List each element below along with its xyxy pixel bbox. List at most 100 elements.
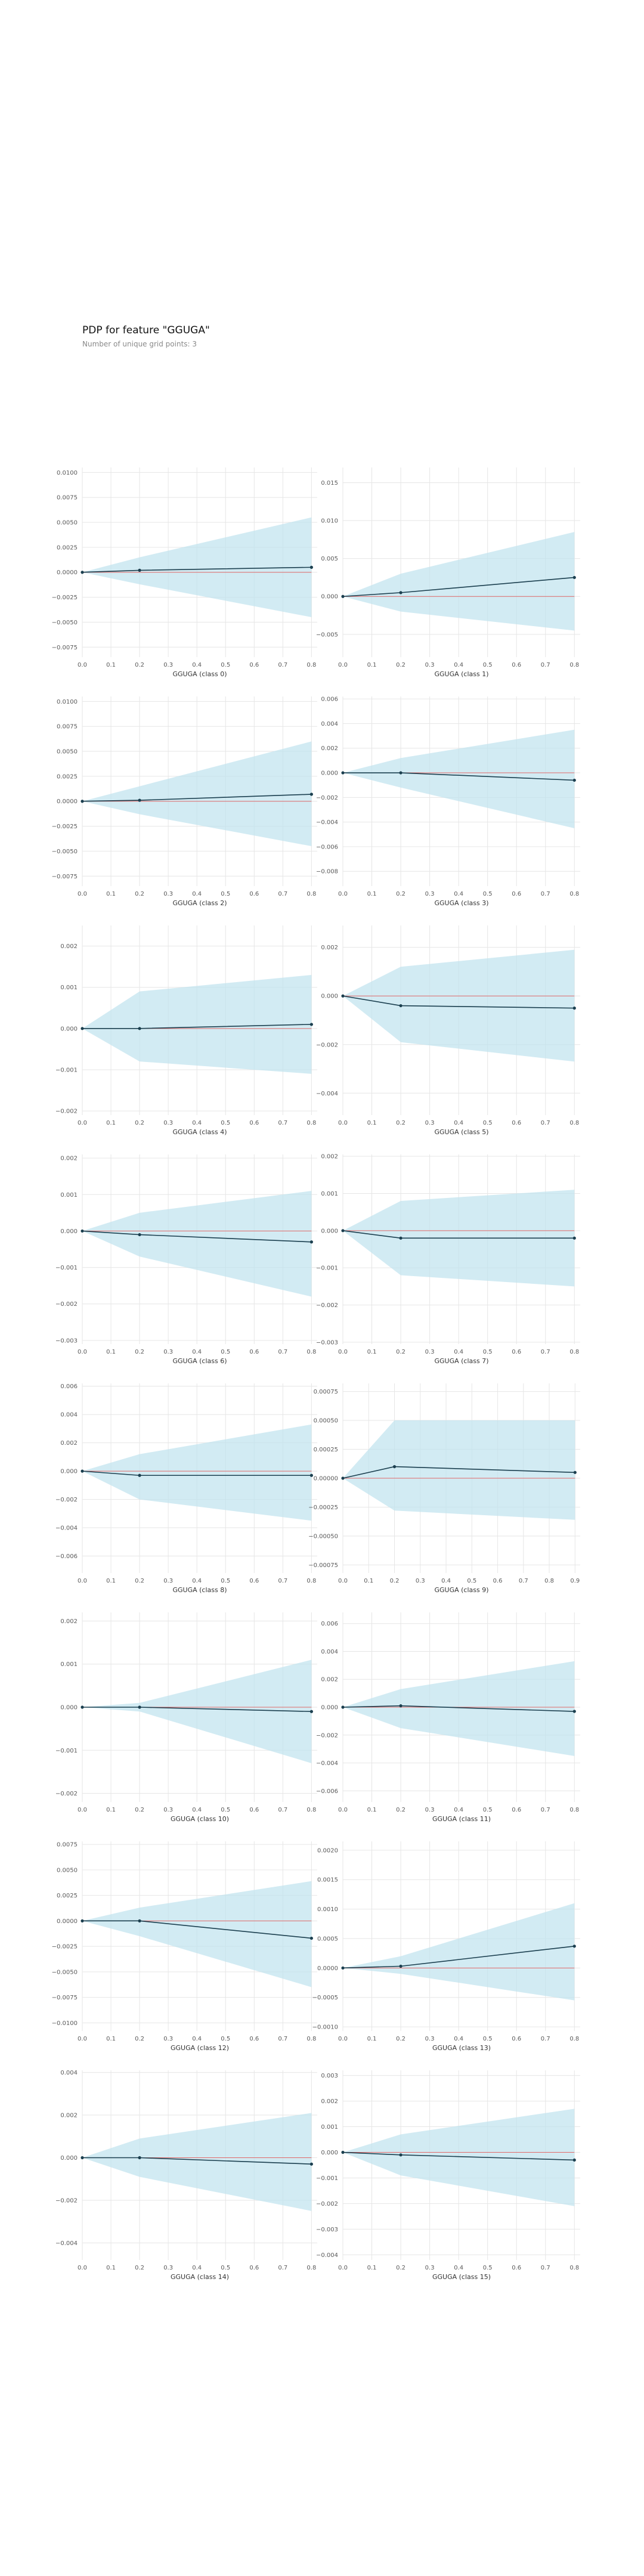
pdp-point	[80, 1027, 84, 1030]
pdp-chart-class-14: −0.004 −0.002 0.000 0.002 0.004 0.0 0.1 0.2 0.3 0…	[55, 2070, 317, 2281]
x-tick-label: 0.0	[78, 662, 87, 668]
x-tick-label: 0.1	[367, 891, 377, 897]
y-tick-label: 0.0000	[317, 1965, 338, 1972]
x-tick-label: 0.2	[135, 1120, 144, 1126]
x-tick-label: 0.6	[249, 891, 259, 897]
y-tick-label: 0.002	[60, 1156, 78, 1162]
x-tick-label: 0.0	[338, 2265, 348, 2271]
x-tick-label: 0.7	[278, 1349, 287, 1355]
x-axis-label: GGUGA (class 13)	[432, 2044, 491, 2052]
pdp-point	[309, 1023, 313, 1026]
x-axis-label: GGUGA (class 10)	[171, 1815, 229, 1823]
y-tick-label: −0.0005	[312, 1995, 338, 2001]
x-axis-label: GGUGA (class 5)	[434, 1128, 488, 1136]
x-tick-label: 0.0	[78, 1120, 87, 1126]
pdp-point	[309, 1473, 313, 1477]
x-tick-label: 0.2	[135, 1807, 144, 1813]
x-tick-label: 0.7	[541, 1807, 550, 1813]
x-tick-label: 0.4	[454, 2036, 463, 2042]
y-tick-label: −0.001	[55, 1265, 78, 1271]
confidence-band	[343, 532, 575, 631]
x-tick-label: 0.2	[135, 2265, 144, 2271]
x-tick-label: 0.1	[364, 1578, 373, 1584]
x-tick-label: 0.3	[163, 1578, 173, 1584]
x-tick-label: 0.7	[278, 2265, 287, 2271]
x-tick-label: 0.4	[454, 891, 463, 897]
y-tick-label: 0.0075	[57, 495, 78, 501]
y-tick-label: 0.000	[60, 1705, 78, 1711]
y-tick-label: −0.0050	[52, 620, 78, 626]
y-tick-label: 0.004	[321, 1649, 338, 1655]
y-tick-label: 0.0025	[57, 1893, 78, 1899]
y-tick-label: 0.004	[321, 721, 338, 727]
pdp-chart-class-1: −0.005 0.000 0.005 0.010 0.015 0.0 0.1 0.2 0.3 0.…	[316, 467, 580, 678]
x-tick-label: 0.0	[78, 2265, 87, 2271]
x-tick-label: 0.6	[249, 1807, 259, 1813]
pdp-point	[309, 2162, 313, 2166]
y-tick-label: 0.002	[321, 1677, 338, 1683]
x-axis-label: GGUGA (class 7)	[434, 1357, 488, 1365]
y-tick-label: −0.001	[55, 1748, 78, 1754]
y-tick-label: 0.0025	[57, 544, 78, 551]
x-tick-label: 0.6	[249, 2265, 259, 2271]
x-tick-label: 0.8	[306, 662, 316, 668]
x-tick-label: 0.1	[106, 1120, 116, 1126]
y-tick-label: 0.003	[321, 2073, 338, 2079]
x-tick-label: 0.1	[106, 662, 116, 668]
y-tick-label: 0.0000	[57, 1918, 78, 1925]
x-tick-label: 0.8	[569, 2036, 579, 2042]
pdp-point	[138, 1705, 141, 1709]
pdp-point	[341, 771, 345, 775]
x-tick-label: 0.7	[278, 1578, 287, 1584]
x-tick-label: 0.5	[221, 662, 230, 668]
y-tick-label: 0.002	[60, 1440, 78, 1447]
pdp-point	[573, 1470, 577, 1474]
y-tick-label: 0.0025	[57, 773, 78, 780]
x-tick-label: 0.3	[425, 1120, 435, 1126]
pdp-point	[309, 1240, 313, 1244]
pdp-chart-class-10: −0.002 −0.001 0.000 0.001 0.002 0.0 0.1 0.2 0.3 0…	[55, 1612, 317, 1823]
x-tick-label: 0.5	[483, 2265, 493, 2271]
x-tick-label: 0.2	[396, 891, 405, 897]
pdp-point	[399, 1964, 402, 1968]
y-tick-label: 0.001	[321, 2124, 338, 2131]
x-tick-label: 0.8	[306, 2265, 316, 2271]
x-tick-label: 0.3	[163, 2265, 173, 2271]
x-tick-label: 0.2	[135, 2036, 144, 2042]
x-tick-label: 0.5	[221, 1807, 230, 1813]
pdp-point	[309, 1936, 313, 1940]
x-tick-label: 0.6	[512, 1120, 521, 1126]
pdp-chart-class-8: −0.006 −0.004 −0.002 0.000 0.002 0.004 0.006 0.…	[55, 1383, 317, 1594]
y-tick-label: 0.000	[60, 1228, 78, 1235]
pdp-point	[138, 798, 141, 802]
y-tick-label: 0.00025	[314, 1447, 338, 1453]
x-tick-label: 0.4	[441, 1578, 451, 1584]
x-axis-label: GGUGA (class 8)	[172, 1586, 227, 1594]
x-tick-label: 0.2	[135, 1349, 144, 1355]
x-tick-label: 0.1	[106, 1578, 116, 1584]
y-tick-label: −0.0050	[52, 849, 78, 855]
y-tick-label: 0.0050	[57, 749, 78, 756]
x-tick-label: 0.3	[425, 891, 435, 897]
y-tick-label: 0.004	[60, 1412, 78, 1419]
x-tick-label: 0.6	[249, 1349, 259, 1355]
y-tick-label: −0.004	[316, 819, 338, 826]
x-tick-label: 0.5	[483, 1349, 493, 1355]
y-tick-label: 0.000	[321, 1228, 338, 1234]
pdp-point	[309, 565, 313, 569]
x-tick-label: 0.2	[135, 1578, 144, 1584]
x-tick-label: 0.2	[396, 2265, 405, 2271]
x-tick-label: 0.2	[390, 1578, 400, 1584]
y-tick-label: −0.00075	[308, 1562, 338, 1569]
x-tick-label: 0.2	[396, 1807, 405, 1813]
pdp-point	[309, 792, 313, 796]
x-tick-label: 0.6	[249, 1578, 259, 1584]
page-title: PDP for feature "GGUGA"	[82, 324, 210, 336]
y-tick-label: −0.004	[316, 1760, 338, 1767]
y-tick-label: 0.0000	[57, 798, 78, 805]
x-tick-label: 0.6	[512, 2036, 521, 2042]
x-tick-label: 0.0	[338, 891, 348, 897]
y-tick-label: −0.002	[55, 1301, 78, 1308]
y-tick-label: −0.002	[55, 2197, 78, 2204]
pdp-point	[399, 1704, 402, 1708]
